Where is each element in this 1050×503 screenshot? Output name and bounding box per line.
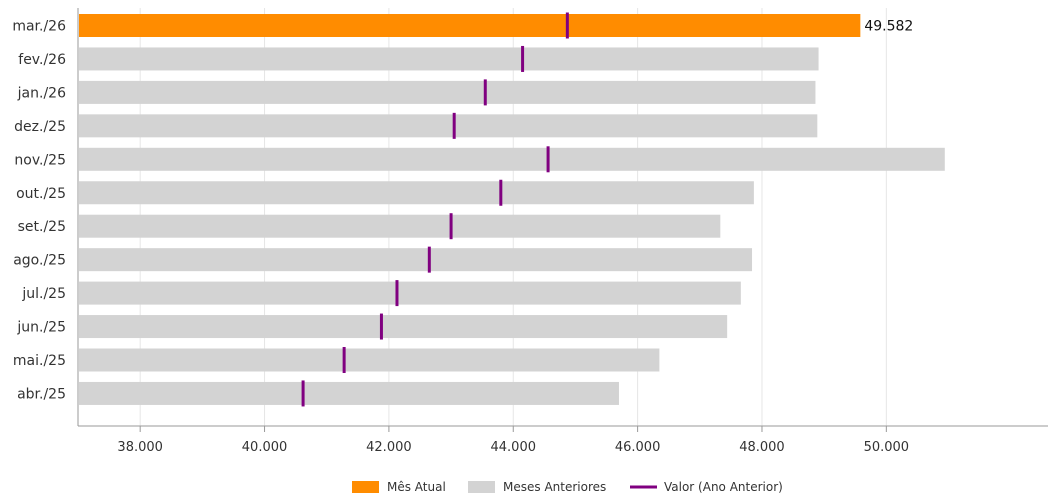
category-label: dez./25 xyxy=(14,119,66,135)
x-tick-label: 40.000 xyxy=(242,440,288,455)
x-tick-label: 42.000 xyxy=(366,440,412,455)
legend-item: Mês Atual xyxy=(352,480,446,494)
legend-label: Valor (Ano Anterior) xyxy=(664,480,783,494)
legend-swatch xyxy=(468,481,495,493)
category-label: jun./25 xyxy=(16,320,66,336)
category-label: nov./25 xyxy=(14,152,66,168)
x-tick-label: 48.000 xyxy=(739,440,785,455)
bars xyxy=(79,14,945,405)
x-tick-label: 38.000 xyxy=(117,440,163,455)
category-label: jan./26 xyxy=(17,85,66,101)
labels: 38.000 40.000 42.000 44.000 46.000 48.000 50.0… xyxy=(12,19,913,456)
x-tick-label: 46.000 xyxy=(615,440,661,455)
bar-previous-month xyxy=(79,47,819,71)
bar-current-month xyxy=(79,14,861,37)
legend-swatch xyxy=(352,481,379,493)
x-tick-label: 50.000 xyxy=(864,440,910,455)
bar-previous-month xyxy=(79,248,753,272)
bar-previous-month xyxy=(79,114,818,138)
bar-previous-month xyxy=(79,147,945,171)
legend-item: Meses Anteriores xyxy=(468,480,606,494)
legend-label: Mês Atual xyxy=(387,480,446,494)
data-label: 49.582 xyxy=(864,19,913,35)
legend-label: Meses Anteriores xyxy=(503,480,606,494)
legend: Mês Atual Meses Anteriores Valor (Ano Ante… xyxy=(352,480,783,494)
category-label: out./25 xyxy=(16,186,66,202)
category-label: mar./26 xyxy=(12,19,66,35)
bar-previous-month xyxy=(79,80,816,104)
bar-previous-month xyxy=(79,214,721,238)
category-label: set./25 xyxy=(18,219,66,235)
category-label: ago./25 xyxy=(13,253,66,269)
prior-year-markers xyxy=(301,12,569,407)
category-label: abr./25 xyxy=(17,386,66,402)
bar-previous-month xyxy=(79,348,660,372)
axes xyxy=(77,8,1048,432)
bar-previous-month xyxy=(79,381,619,405)
bar-previous-month xyxy=(79,315,728,339)
bar-previous-month xyxy=(79,181,754,205)
bar-previous-month xyxy=(79,281,741,305)
category-label: jul./25 xyxy=(21,286,66,302)
category-label: fev./26 xyxy=(18,52,66,68)
category-label: mai./25 xyxy=(13,353,66,369)
x-tick-label: 44.000 xyxy=(491,440,537,455)
legend-item: Valor (Ano Anterior) xyxy=(630,480,783,494)
